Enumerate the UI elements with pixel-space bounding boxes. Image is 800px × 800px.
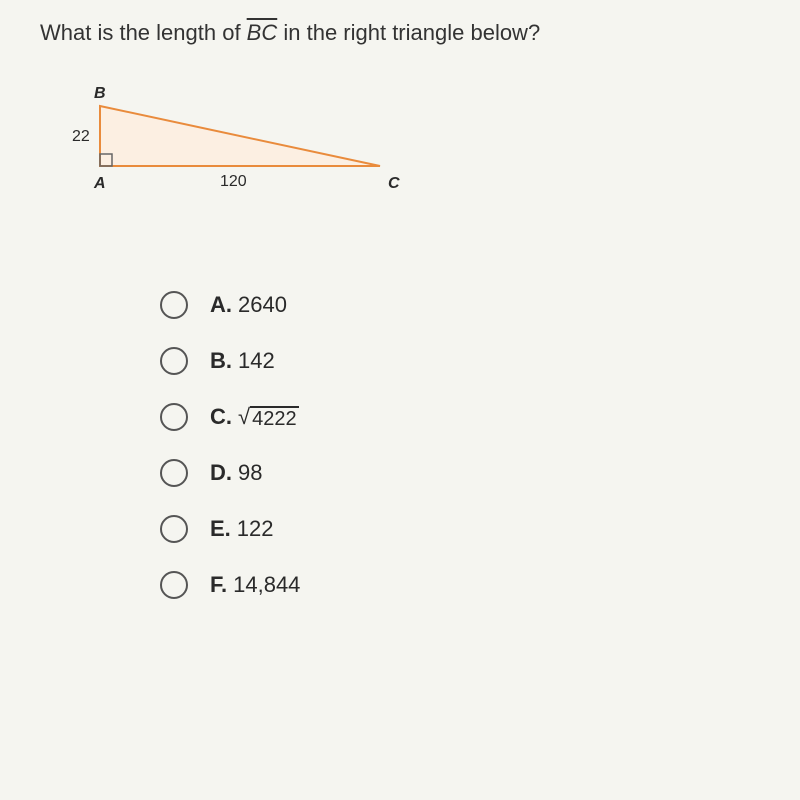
radio-icon[interactable] <box>160 403 188 431</box>
question-prefix: What is the length of <box>40 20 247 45</box>
radio-icon[interactable] <box>160 459 188 487</box>
svg-text:A: A <box>93 175 106 192</box>
option-d[interactable]: D.98 <box>160 459 760 487</box>
radio-icon[interactable] <box>160 571 188 599</box>
option-value: 142 <box>238 348 275 373</box>
svg-text:B: B <box>94 86 106 102</box>
triangle-svg: B A C 22 120 <box>60 86 420 206</box>
option-f[interactable]: F.14,844 <box>160 571 760 599</box>
sqrt-icon: √ <box>238 406 250 428</box>
radio-icon[interactable] <box>160 515 188 543</box>
option-letter: E. <box>210 516 231 541</box>
option-text: D.98 <box>210 460 262 486</box>
option-value: 14,844 <box>233 572 300 597</box>
option-letter: B. <box>210 348 232 373</box>
option-text: B.142 <box>210 348 275 374</box>
option-letter: F. <box>210 572 227 597</box>
option-text: C.√4222 <box>210 404 299 430</box>
question-segment: BC <box>247 20 278 45</box>
option-text: E.122 <box>210 516 274 542</box>
option-value: 122 <box>237 516 274 541</box>
question-text: What is the length of BC in the right tr… <box>40 20 760 46</box>
option-value: √4222 <box>238 404 299 429</box>
question-suffix: in the right triangle below? <box>283 20 540 45</box>
option-value: 98 <box>238 460 262 485</box>
radio-icon[interactable] <box>160 347 188 375</box>
option-e[interactable]: E.122 <box>160 515 760 543</box>
triangle-diagram: B A C 22 120 <box>60 86 760 211</box>
option-text: A.2640 <box>210 292 287 318</box>
option-letter: D. <box>210 460 232 485</box>
option-letter: A. <box>210 292 232 317</box>
option-b[interactable]: B.142 <box>160 347 760 375</box>
svg-text:C: C <box>388 175 400 192</box>
option-letter: C. <box>210 404 232 429</box>
svg-text:120: 120 <box>220 173 247 190</box>
option-c[interactable]: C.√4222 <box>160 403 760 431</box>
option-value: 2640 <box>238 292 287 317</box>
option-a[interactable]: A.2640 <box>160 291 760 319</box>
option-text: F.14,844 <box>210 572 300 598</box>
radio-icon[interactable] <box>160 291 188 319</box>
svg-text:22: 22 <box>72 128 90 145</box>
option-number: 4222 <box>250 406 299 430</box>
answer-options: A.2640B.142C.√4222D.98E.122F.14,844 <box>160 291 760 599</box>
